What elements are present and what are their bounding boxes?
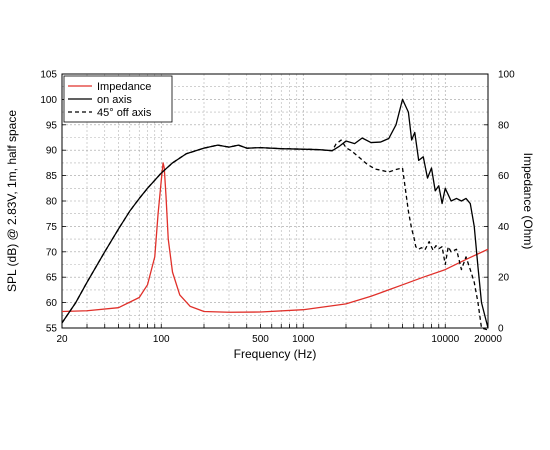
- y-tick-label: 105: [40, 70, 57, 81]
- y-axis-left-ticks: 55 60 65 70 75 80 85 90 95 100 105: [40, 70, 66, 335]
- y-tick-label: 95: [46, 120, 58, 131]
- y-tick-label: 65: [46, 273, 58, 284]
- x-axis-label: Frequency (Hz): [234, 347, 317, 361]
- y-tick-label: 80: [46, 197, 58, 208]
- y2-tick-label: 80: [498, 120, 510, 131]
- x-axis-ticks: 20 100 500 1000 10000 20000: [56, 334, 502, 345]
- y-tick-label: 75: [46, 222, 58, 233]
- y2-tick-label: 40: [498, 222, 510, 233]
- y-tick-label: 100: [40, 95, 57, 106]
- y2-tick-label: 20: [498, 273, 510, 284]
- y-axis-label: SPL (dB) @ 2.83V, 1m, half space: [5, 110, 19, 292]
- legend: Impedance on axis 45° off axis: [63, 75, 173, 123]
- y-tick-label: 90: [46, 146, 58, 157]
- legend-label-45-off-axis: 45° off axis: [97, 107, 152, 119]
- legend-label-on-axis: on axis: [97, 94, 132, 106]
- x-tick-label: 1000: [292, 334, 315, 345]
- x-tick-label: 100: [153, 334, 170, 345]
- x-tick-label: 20: [56, 334, 68, 345]
- series: [61, 98, 489, 331]
- x-tick-label: 10000: [431, 334, 459, 345]
- y2-tick-label: 100: [498, 70, 515, 81]
- y2-tick-label: 60: [498, 171, 510, 182]
- y2-tick-label: 0: [498, 324, 504, 335]
- impedance-line: [61, 162, 489, 313]
- y-tick-label: 85: [46, 171, 58, 182]
- tick-marks: [86, 324, 446, 328]
- grid: [62, 74, 488, 328]
- y-tick-label: 60: [46, 298, 58, 309]
- x-tick-label: 500: [252, 334, 269, 345]
- x-tick-label: 20000: [474, 334, 502, 345]
- y-tick-label: 55: [46, 324, 58, 335]
- y-axis-right-ticks: 0 20 40 60 80 100: [484, 70, 515, 335]
- legend-label-impedance: Impedance: [97, 81, 151, 93]
- y2-axis-label: Impedance (Ohm): [521, 153, 535, 250]
- y-tick-label: 70: [46, 247, 58, 258]
- off-axis-45-line: [61, 139, 489, 331]
